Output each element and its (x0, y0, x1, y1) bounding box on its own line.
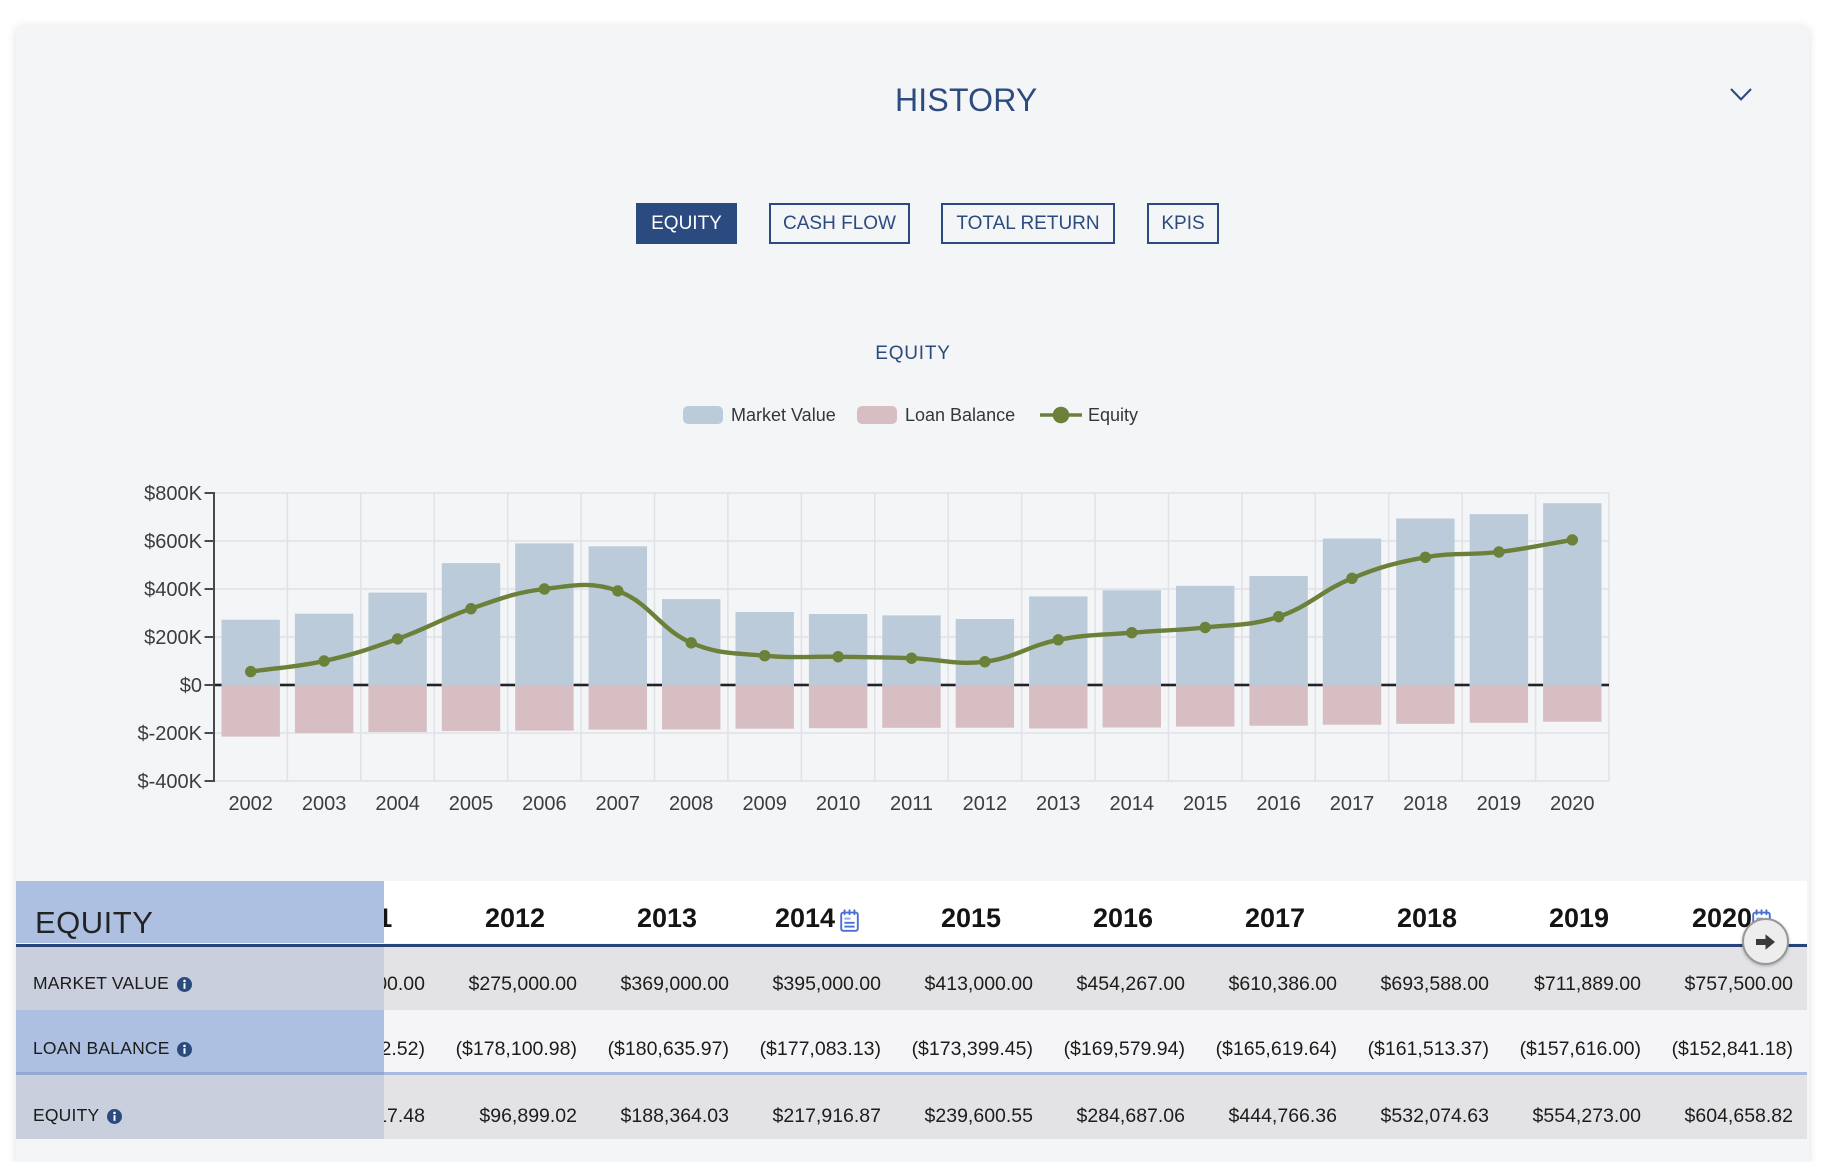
svg-text:2004: 2004 (375, 793, 420, 815)
svg-text:$400K: $400K (144, 579, 202, 601)
svg-text:2013: 2013 (1036, 793, 1081, 815)
svg-text:2008: 2008 (669, 793, 714, 815)
svg-text:$600K: $600K (144, 531, 202, 553)
svg-text:2007: 2007 (596, 793, 641, 815)
svg-text:2020: 2020 (1550, 793, 1595, 815)
svg-text:2010: 2010 (816, 793, 861, 815)
svg-text:2005: 2005 (449, 793, 494, 815)
svg-text:$-200K: $-200K (138, 723, 203, 745)
svg-text:2006: 2006 (522, 793, 567, 815)
svg-text:2018: 2018 (1403, 793, 1448, 815)
svg-text:2019: 2019 (1477, 793, 1522, 815)
svg-text:2011: 2011 (890, 793, 933, 815)
svg-text:2015: 2015 (1183, 793, 1228, 815)
svg-text:2003: 2003 (302, 793, 347, 815)
svg-text:2017: 2017 (1330, 793, 1375, 815)
svg-text:$0: $0 (180, 675, 202, 697)
svg-text:$800K: $800K (144, 483, 202, 505)
svg-text:2016: 2016 (1256, 793, 1301, 815)
svg-text:2012: 2012 (963, 793, 1008, 815)
svg-text:2009: 2009 (742, 793, 787, 815)
svg-text:$200K: $200K (144, 627, 202, 649)
svg-text:$-400K: $-400K (138, 771, 203, 793)
svg-text:2014: 2014 (1110, 793, 1155, 815)
svg-text:2002: 2002 (228, 793, 273, 815)
